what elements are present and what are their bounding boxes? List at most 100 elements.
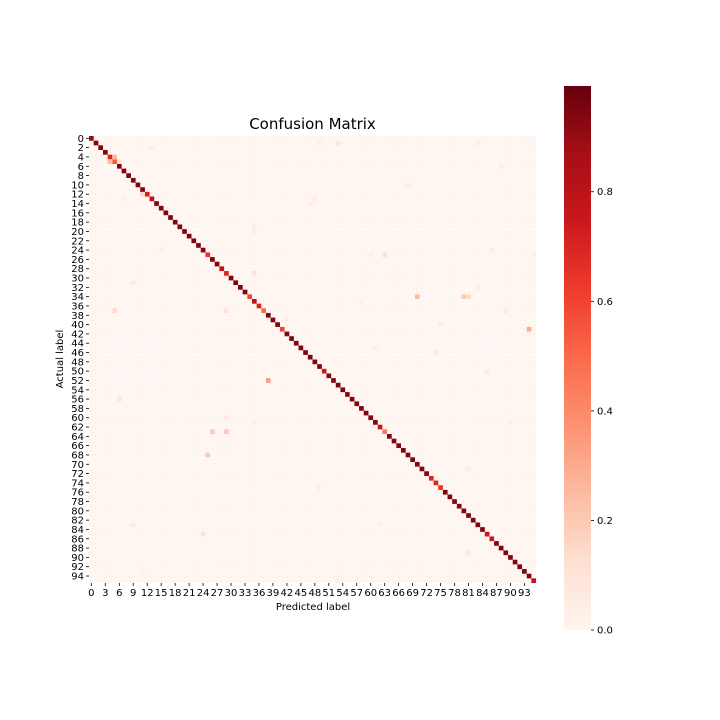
y-tick-label: 6 <box>78 162 84 173</box>
heatmap-cell <box>466 550 471 556</box>
heatmap-cell-diagonal <box>438 485 443 490</box>
heatmap-cell-diagonal <box>526 573 532 579</box>
x-tick-label: 90 <box>504 588 517 599</box>
heatmap-cell-diagonal <box>363 410 369 416</box>
x-tick-label: 24 <box>197 588 210 599</box>
heatmap-cell-diagonal <box>410 457 415 462</box>
heatmap-cell-diagonal <box>140 187 145 192</box>
y-tick-label: 62 <box>71 423 84 434</box>
heatmap-cell <box>484 368 490 374</box>
heatmap-cell-diagonal <box>419 466 425 472</box>
y-tick-label: 30 <box>71 274 84 285</box>
y-tick-label: 56 <box>71 395 84 406</box>
heatmap-cell-diagonal <box>224 271 229 276</box>
y-tick-label: 76 <box>71 488 84 499</box>
y-tick-label: 42 <box>71 329 84 340</box>
colorbar-tick-label: 0.6 <box>597 297 613 308</box>
heatmap-cell <box>475 285 481 290</box>
x-tick-label: 81 <box>462 588 475 599</box>
heatmap-cell-diagonal <box>475 522 481 528</box>
x-tick-label: 12 <box>141 588 154 599</box>
heatmap-cell-diagonal <box>102 149 108 155</box>
x-tick-label: 75 <box>434 588 447 599</box>
x-tick-label: 69 <box>406 588 419 599</box>
heatmap-cell <box>149 145 155 151</box>
x-tick-label: 72 <box>420 588 433 599</box>
y-tick-label: 40 <box>71 320 84 331</box>
heatmap-cell-diagonal <box>168 215 173 220</box>
heatmap-cell <box>200 531 206 537</box>
y-tick-label: 34 <box>71 292 84 303</box>
y-tick-label: 18 <box>71 218 84 229</box>
heatmap-cell <box>112 308 117 313</box>
y-tick-label: 74 <box>71 478 84 489</box>
heatmap-cell <box>140 569 145 574</box>
x-tick-label: 84 <box>476 588 489 599</box>
heatmap-grid <box>89 136 536 583</box>
heatmap-cell-diagonal <box>494 541 499 546</box>
y-tick-label: 94 <box>71 572 84 583</box>
heatmap-cell-diagonal <box>154 201 159 206</box>
heatmap-cell-diagonal <box>414 461 420 467</box>
heatmap-cell <box>531 252 537 258</box>
heatmap-cell-diagonal <box>158 205 164 211</box>
heatmap-cell <box>130 280 136 286</box>
heatmap-cell-diagonal <box>200 247 206 253</box>
heatmap-cell-diagonal <box>191 238 197 244</box>
heatmap-cell-diagonal <box>498 545 504 551</box>
heatmap-cell-diagonal <box>107 154 113 160</box>
heatmap-cell-diagonal <box>98 145 104 151</box>
heatmap-cell-diagonal <box>247 294 253 300</box>
heatmap-cell-diagonal <box>331 378 336 383</box>
heatmap-cell <box>116 159 122 164</box>
heatmap-cell <box>359 298 364 304</box>
chart-title: Confusion Matrix <box>249 115 376 133</box>
y-tick-label: 70 <box>71 460 84 471</box>
heatmap-cell-diagonal <box>116 163 122 169</box>
heatmap-cell-diagonal <box>303 350 308 355</box>
heatmap-cell-diagonal <box>433 480 439 486</box>
heatmap-cell-diagonal <box>512 559 518 565</box>
x-tick-label: 0 <box>88 588 94 599</box>
heatmap-cell <box>373 345 378 351</box>
heatmap-cell-diagonal <box>196 243 201 248</box>
heatmap-cell <box>251 229 257 234</box>
y-tick-label: 22 <box>71 236 84 247</box>
heatmap-cell <box>130 522 136 528</box>
x-tick-label: 54 <box>336 588 349 599</box>
y-tick-label: 20 <box>71 227 84 238</box>
heatmap-cell-diagonal <box>508 555 513 560</box>
heatmap-cell-diagonal <box>205 252 211 258</box>
heatmap-cell-diagonal <box>442 489 448 495</box>
y-tick-label: 0 <box>78 134 84 145</box>
heatmap-cell-diagonal <box>405 452 411 458</box>
y-tick-label: 44 <box>71 339 84 350</box>
y-tick-label: 68 <box>71 450 84 461</box>
heatmap-cell <box>498 163 504 169</box>
y-tick-label: 14 <box>71 199 84 210</box>
colorbar-ticks: 0.0 0.2 0.4 0.6 0.8 <box>591 187 613 637</box>
heatmap-cell-diagonal <box>182 229 187 234</box>
x-tick-label: 63 <box>378 588 391 599</box>
heatmap-cell-diagonal <box>275 322 280 327</box>
y-tick-label: 12 <box>71 190 84 201</box>
x-tick-label: 87 <box>490 588 503 599</box>
heatmap-cell-diagonal <box>489 536 495 542</box>
x-tick-label: 60 <box>364 588 377 599</box>
heatmap-cell-diagonal <box>359 406 364 411</box>
x-tick-label: 48 <box>308 588 321 599</box>
heatmap-cell <box>461 294 467 300</box>
heatmap-cell-diagonal <box>284 331 290 337</box>
heatmap-cell-diagonal <box>387 434 392 439</box>
x-tick-label: 9 <box>130 588 136 599</box>
heatmap-cell <box>312 196 318 202</box>
heatmap-cell <box>307 201 313 206</box>
colorbar <box>564 86 591 630</box>
heatmap-cell <box>251 271 257 276</box>
x-tick-label: 36 <box>253 588 266 599</box>
heatmap-cell <box>284 317 290 323</box>
heatmap-cell-diagonal <box>400 447 406 453</box>
x-tick-label: 51 <box>322 588 335 599</box>
colorbar-tick-label: 0.4 <box>597 406 613 417</box>
